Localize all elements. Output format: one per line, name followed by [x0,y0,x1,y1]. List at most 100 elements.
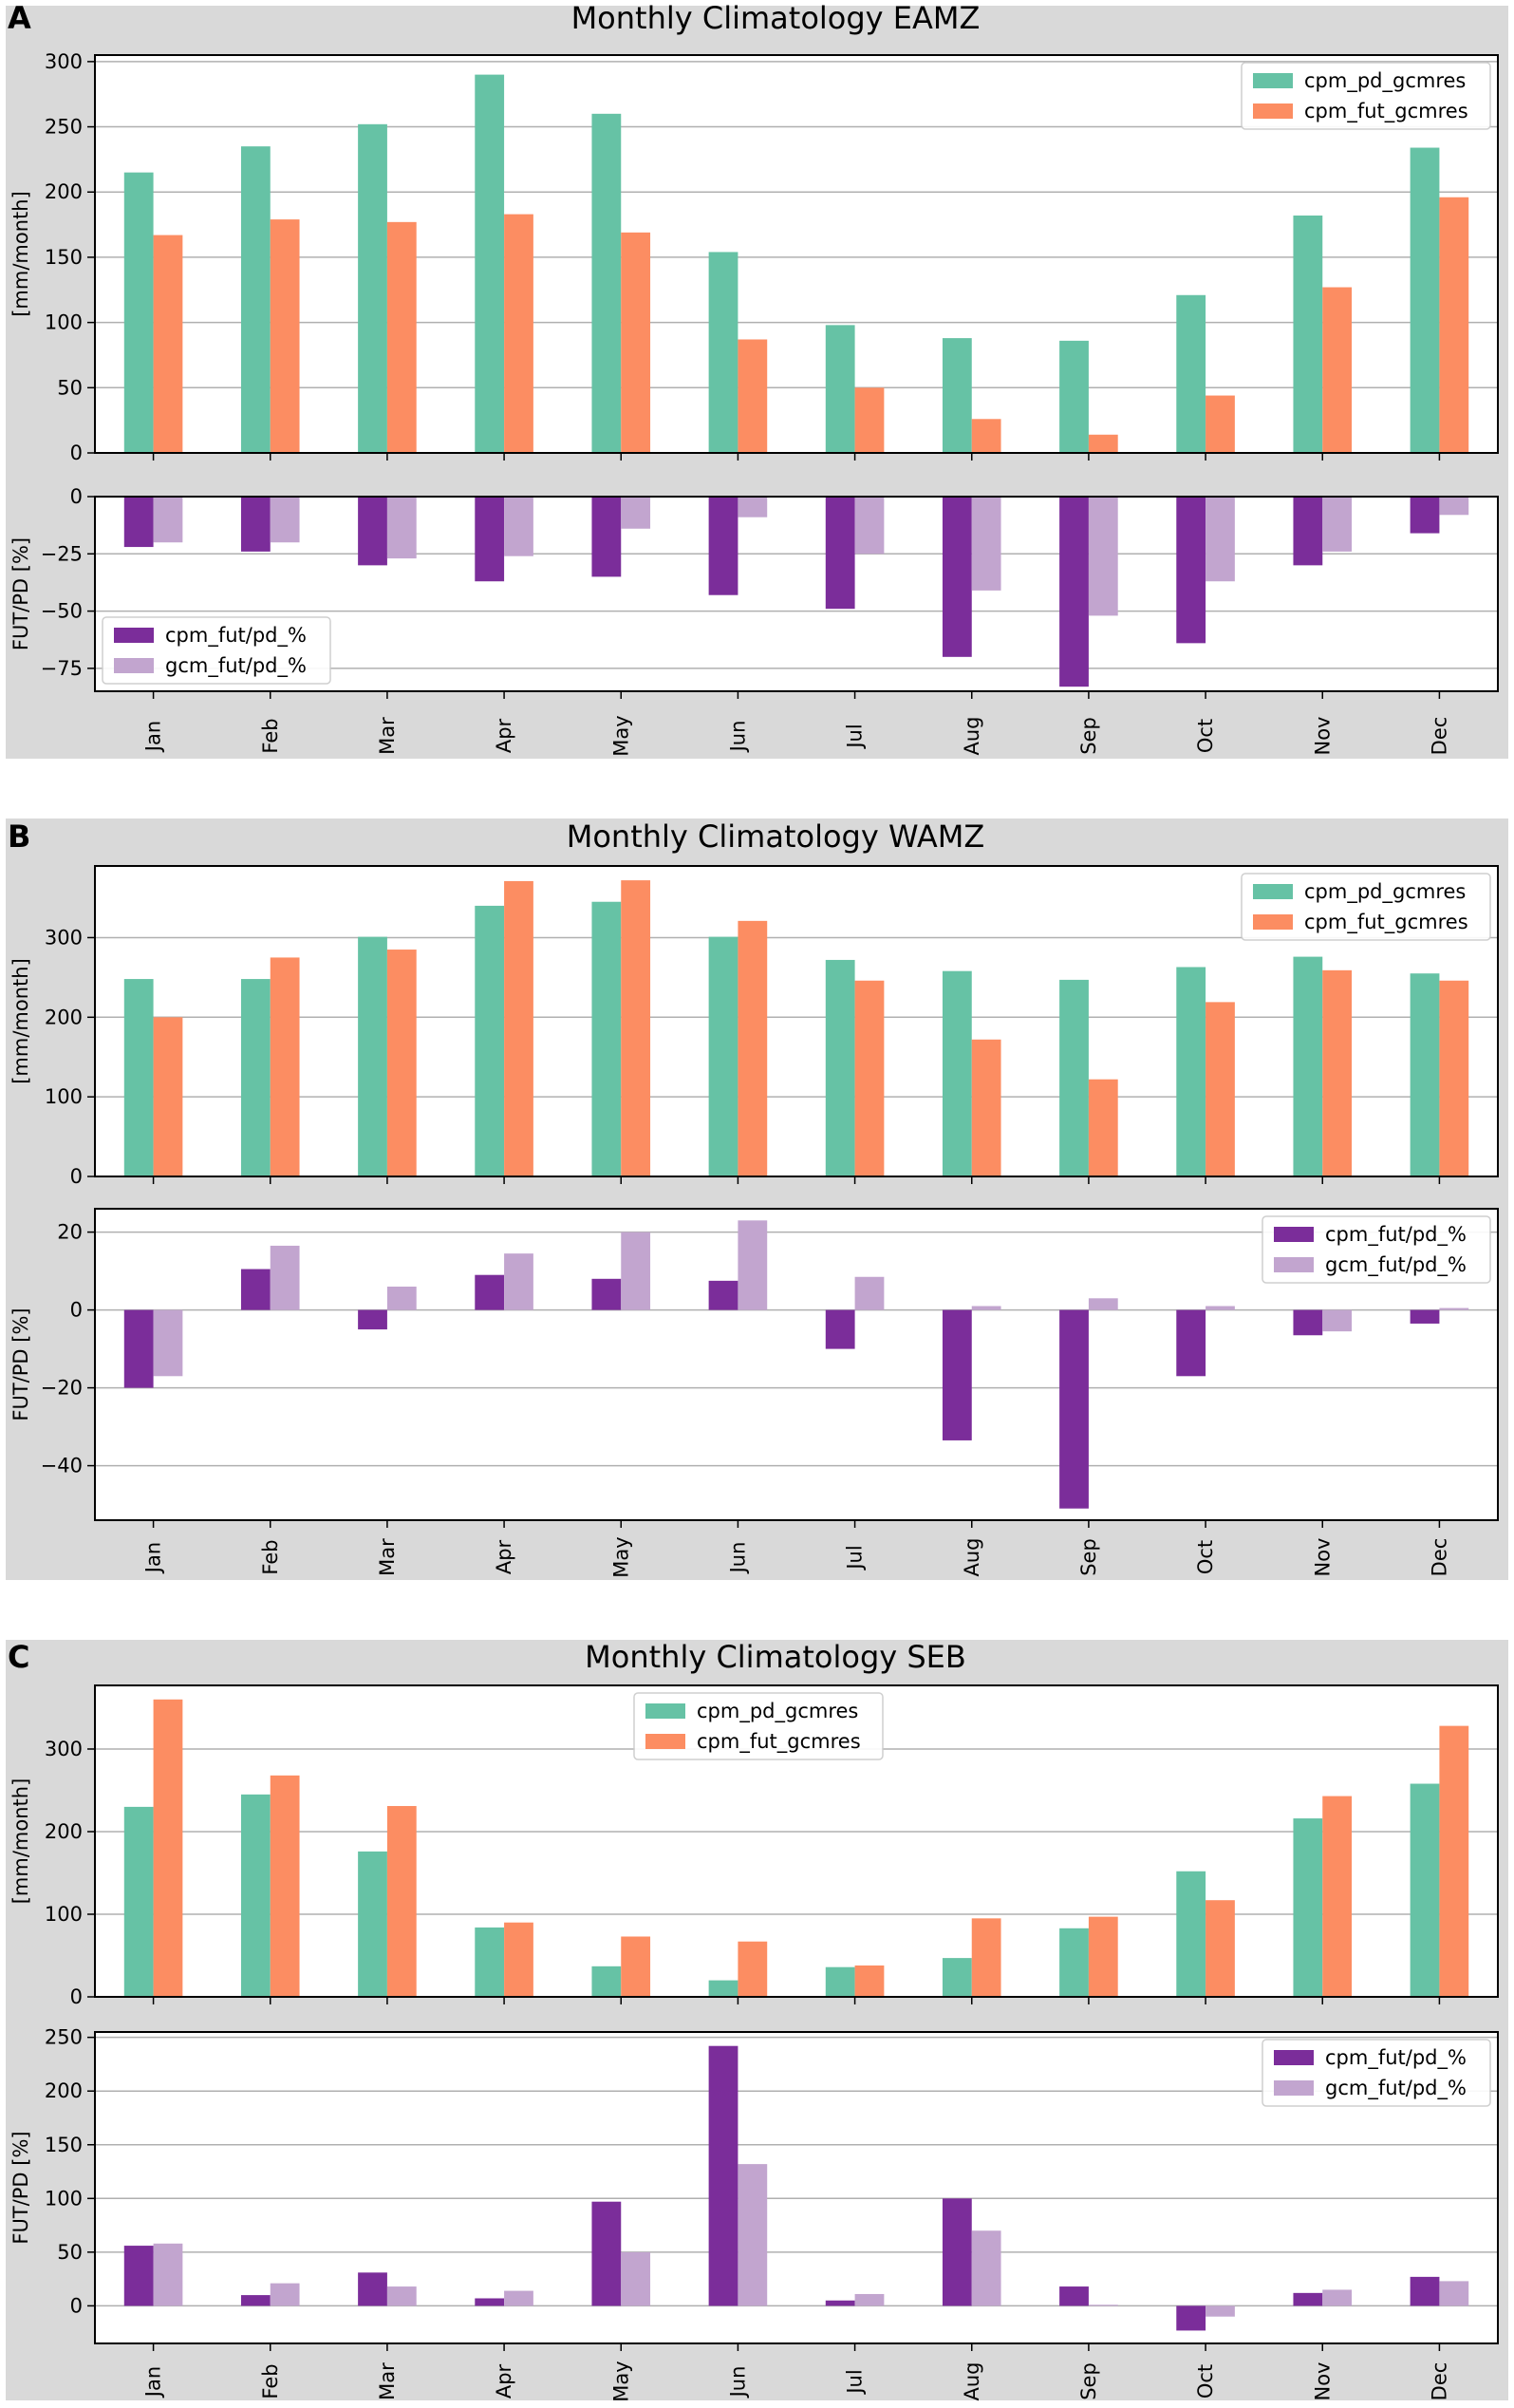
x-tick-label: Mar [376,2362,399,2400]
legend-swatch-secondary [645,1734,685,1749]
bar-gcm-fut-pd--jan [153,1309,183,1377]
legend-label: cpm_fut_gcmres [697,1730,861,1754]
x-tick-label: Sep [1077,717,1100,755]
bar-cpm-fut-pd--sep [1059,2286,1089,2306]
panel-letter: A [8,0,31,36]
bar-cpm-pd-gcmres-jun [708,1980,738,1997]
bar-cpm-pd-gcmres-aug [942,970,972,1176]
x-tick-label: Nov [1311,717,1334,756]
y-tick-label: 50 [57,2241,83,2264]
bar-cpm-fut-pd--jul [825,1309,855,1349]
bar-cpm-fut-gcmres-dec [1439,980,1469,1176]
bar-gcm-fut-pd--nov [1322,1309,1353,1332]
bar-cpm-fut-gcmres-dec [1439,1725,1469,1997]
y-tick-label: −50 [41,600,83,623]
legend-box [1241,873,1491,941]
bar-cpm-fut-gcmres-jun [738,1941,768,1997]
bar-gcm-fut-pd--mar [386,497,417,559]
y-tick-label: 100 [45,2187,83,2210]
x-tick-label: May [609,1536,632,1577]
legend-box [1262,1215,1491,1284]
axes-frame [94,1684,1499,1998]
legend-box [1262,2039,1491,2107]
bar-cpm-pd-gcmres-apr [475,905,505,1176]
y-tick-label: 200 [45,1006,83,1028]
axes-frame [94,865,1499,1177]
y-tick-label: −25 [41,542,83,565]
bar-cpm-pd-gcmres-feb [240,146,271,453]
bar-cpm-pd-gcmres-aug [942,338,972,453]
bar-cpm-pd-gcmres-may [591,1966,622,1997]
panel-letter: B [8,818,30,855]
y-tick-label: 100 [45,1903,83,1926]
bar-gcm-fut-pd--jan [153,2243,183,2306]
bar-cpm-pd-gcmres-nov [1293,956,1323,1176]
bar-gcm-fut-pd--feb [270,2283,300,2306]
bar-cpm-pd-gcmres-oct [1176,294,1206,453]
legend-swatch-secondary [114,658,154,673]
y-tick-label: 50 [57,376,83,399]
y-tick-label: 0 [70,1165,83,1188]
y-axis-title: FUT/PD [%] [9,1307,32,1420]
legend-box [1241,62,1491,130]
bar-cpm-pd-gcmres-mar [358,936,387,1176]
bar-cpm-fut-gcmres-aug [971,1918,1001,1997]
bar-cpm-fut-pd--jun [708,497,738,595]
y-axis-title: [mm/month] [9,191,32,317]
bar-cpm-fut-gcmres-feb [270,957,300,1176]
bar-cpm-fut-pd--jan [123,1309,154,1388]
x-tick-label: Jun [726,721,749,754]
bar-gcm-fut-pd--feb [270,497,300,543]
bar-cpm-fut-gcmres-feb [270,219,300,453]
bar-cpm-pd-gcmres-feb [240,1794,271,1997]
bar-gcm-fut-pd--mar [386,1287,417,1310]
legend-label: cpm_fut/pd_% [165,624,307,648]
x-tick-label: Jul [844,1545,867,1571]
bar-gcm-fut-pd--jun [738,497,768,517]
x-tick-label: Sep [1077,1538,1100,1576]
bar-gcm-fut-pd--oct [1206,497,1235,582]
x-tick-label: Mar [376,717,399,755]
bar-cpm-fut-gcmres-oct [1206,1900,1235,1997]
x-tick-label: Jun [726,2366,749,2399]
bar-cpm-fut-pd--aug [942,2198,972,2306]
bar-cpm-pd-gcmres-jul [825,959,855,1176]
bar-cpm-fut-gcmres-jul [854,387,885,453]
legend-label: gcm_fut/pd_% [165,654,307,678]
bar-cpm-pd-gcmres-jul [825,1966,855,1997]
bar-cpm-fut-gcmres-mar [386,1806,417,1997]
bar-cpm-pd-gcmres-sep [1059,979,1089,1176]
y-axis-title: [mm/month] [9,958,32,1084]
bar-gcm-fut-pd--apr [504,1253,533,1310]
bar-cpm-fut-pd--nov [1293,2292,1323,2306]
panel-a-bottom-axes: −75 −50 −25 0 Jan Feb Mar Apr May Jun Jul Aug Sep Oct… [9,485,1499,757]
bar-cpm-pd-gcmres-jan [123,172,154,453]
axes-frame [94,2031,1499,2344]
x-tick-label: Dec [1428,2362,1450,2401]
x-tick-label: Oct [1194,719,1217,753]
bar-cpm-pd-gcmres-apr [475,74,505,453]
x-tick-label: Jun [726,1542,749,1575]
bar-cpm-fut-pd--oct [1176,2305,1206,2331]
legend-swatch-secondary [1274,1257,1314,1272]
bar-cpm-pd-gcmres-jun [708,936,738,1176]
bar-gcm-fut-pd--nov [1322,497,1353,552]
legend-swatch-primary [1274,1227,1314,1242]
legend-swatch-secondary [1253,914,1293,930]
bar-cpm-fut-gcmres-jul [854,1965,885,1997]
x-tick-label: Oct [1194,2364,1217,2399]
bar-cpm-fut-pd--mar [358,2272,387,2306]
legend-swatch-primary [1253,73,1293,88]
bar-cpm-fut-pd--dec [1410,1309,1440,1324]
bar-cpm-fut-pd--sep [1059,497,1089,687]
x-tick-label: May [609,715,632,756]
bar-cpm-fut-gcmres-sep [1088,1079,1118,1176]
panel-b-bottom-axes: −40 −20 0 20 Jan Feb Mar Apr May Jun Jul Aug Sep Oct N… [9,1208,1499,1578]
bar-gcm-fut-pd--aug [971,497,1001,591]
legend-label: gcm_fut/pd_% [1325,1253,1467,1277]
y-tick-label: 300 [45,926,83,949]
y-tick-label: 200 [45,2079,83,2102]
bar-cpm-fut-pd--mar [358,1309,387,1330]
x-tick-label: Jan [142,2366,165,2399]
